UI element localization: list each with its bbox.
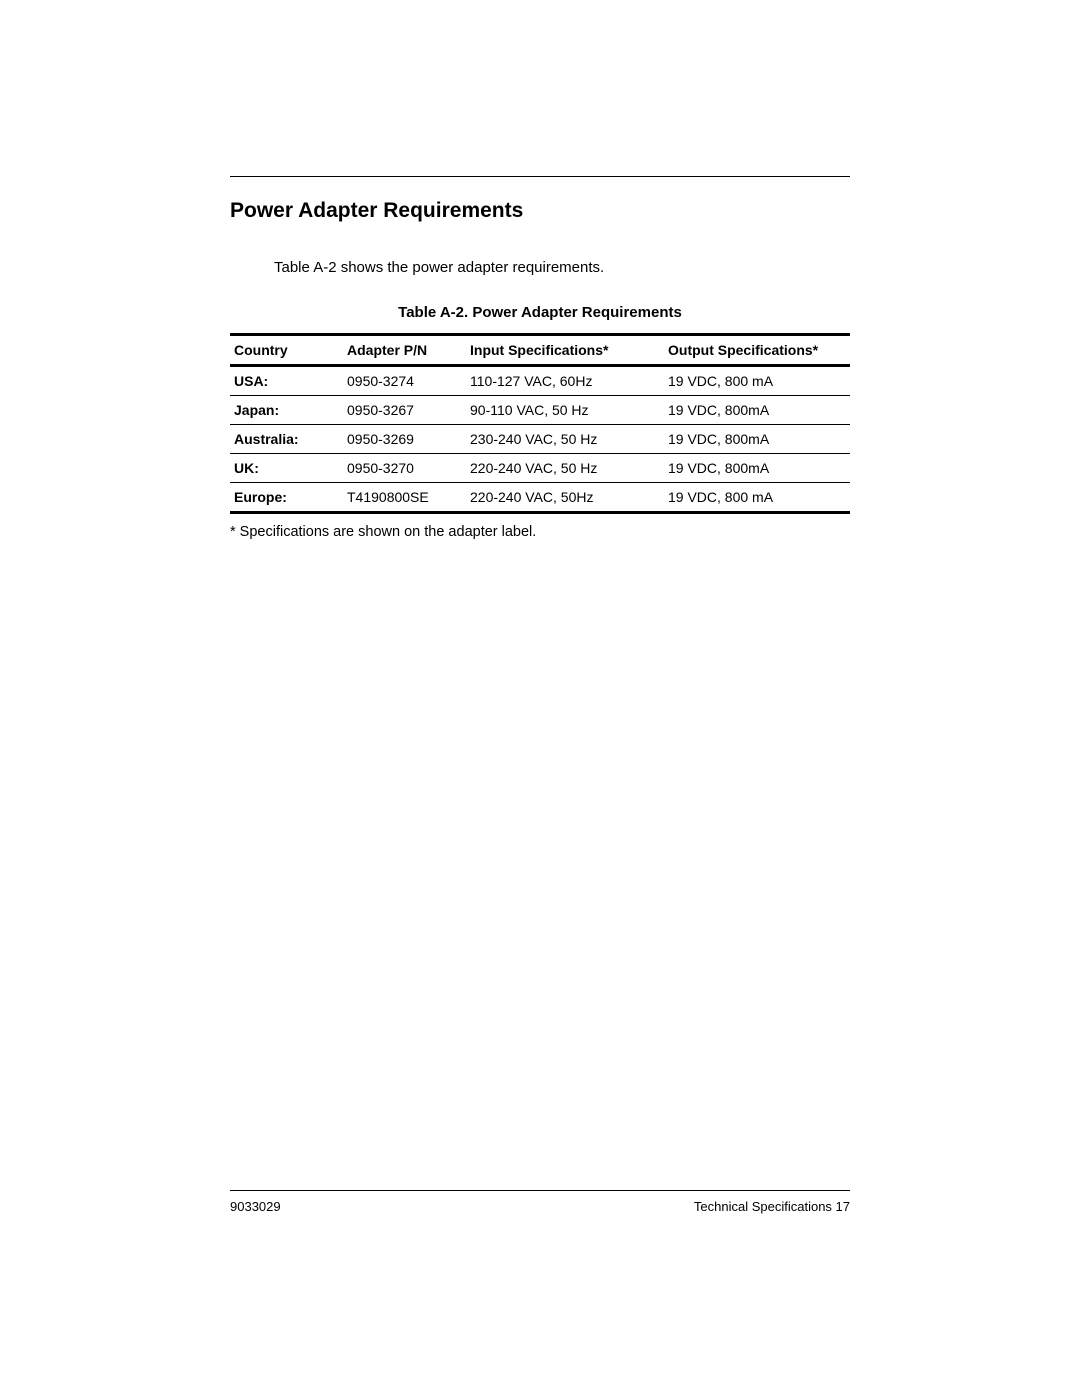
top-rule (230, 176, 850, 177)
intro-text: Table A-2 shows the power adapter requir… (274, 259, 850, 276)
cell-output: 19 VDC, 800mA (664, 454, 850, 483)
table-header-row: Country Adapter P/N Input Specifications… (230, 335, 850, 366)
footnote: * Specifications are shown on the adapte… (230, 524, 850, 540)
footer-right: Technical Specifications 17 (694, 1199, 850, 1214)
col-header-pn: Adapter P/N (343, 335, 466, 366)
cell-pn: T4190800SE (343, 483, 466, 513)
cell-output: 19 VDC, 800 mA (664, 483, 850, 513)
table-row: UK: 0950-3270 220-240 VAC, 50 Hz 19 VDC,… (230, 454, 850, 483)
cell-input: 90-110 VAC, 50 Hz (466, 396, 664, 425)
cell-pn: 0950-3274 (343, 366, 466, 396)
cell-input: 110-127 VAC, 60Hz (466, 366, 664, 396)
section-heading: Power Adapter Requirements (230, 199, 850, 223)
cell-input: 220-240 VAC, 50Hz (466, 483, 664, 513)
cell-input: 230-240 VAC, 50 Hz (466, 425, 664, 454)
table-row: Australia: 0950-3269 230-240 VAC, 50 Hz … (230, 425, 850, 454)
footer-left: 9033029 (230, 1199, 281, 1214)
cell-output: 19 VDC, 800mA (664, 396, 850, 425)
cell-pn: 0950-3270 (343, 454, 466, 483)
cell-output: 19 VDC, 800 mA (664, 366, 850, 396)
table-row: Japan: 0950-3267 90-110 VAC, 50 Hz 19 VD… (230, 396, 850, 425)
footer-rule (230, 1190, 850, 1191)
col-header-country: Country (230, 335, 343, 366)
col-header-output: Output Specifications* (664, 335, 850, 366)
cell-output: 19 VDC, 800mA (664, 425, 850, 454)
page: Power Adapter Requirements Table A-2 sho… (0, 0, 1080, 1397)
table-caption: Table A-2. Power Adapter Requirements (230, 304, 850, 321)
cell-pn: 0950-3269 (343, 425, 466, 454)
cell-input: 220-240 VAC, 50 Hz (466, 454, 664, 483)
cell-country: Japan: (230, 396, 343, 425)
footer-row: 9033029 Technical Specifications 17 (230, 1199, 850, 1214)
content-area: Power Adapter Requirements Table A-2 sho… (230, 176, 850, 540)
cell-country: Australia: (230, 425, 343, 454)
table-row: USA: 0950-3274 110-127 VAC, 60Hz 19 VDC,… (230, 366, 850, 396)
footer-area: 9033029 Technical Specifications 17 (230, 1190, 850, 1214)
spec-table: Country Adapter P/N Input Specifications… (230, 333, 850, 514)
col-header-input: Input Specifications* (466, 335, 664, 366)
cell-pn: 0950-3267 (343, 396, 466, 425)
cell-country: UK: (230, 454, 343, 483)
table-row: Europe: T4190800SE 220-240 VAC, 50Hz 19 … (230, 483, 850, 513)
cell-country: Europe: (230, 483, 343, 513)
cell-country: USA: (230, 366, 343, 396)
